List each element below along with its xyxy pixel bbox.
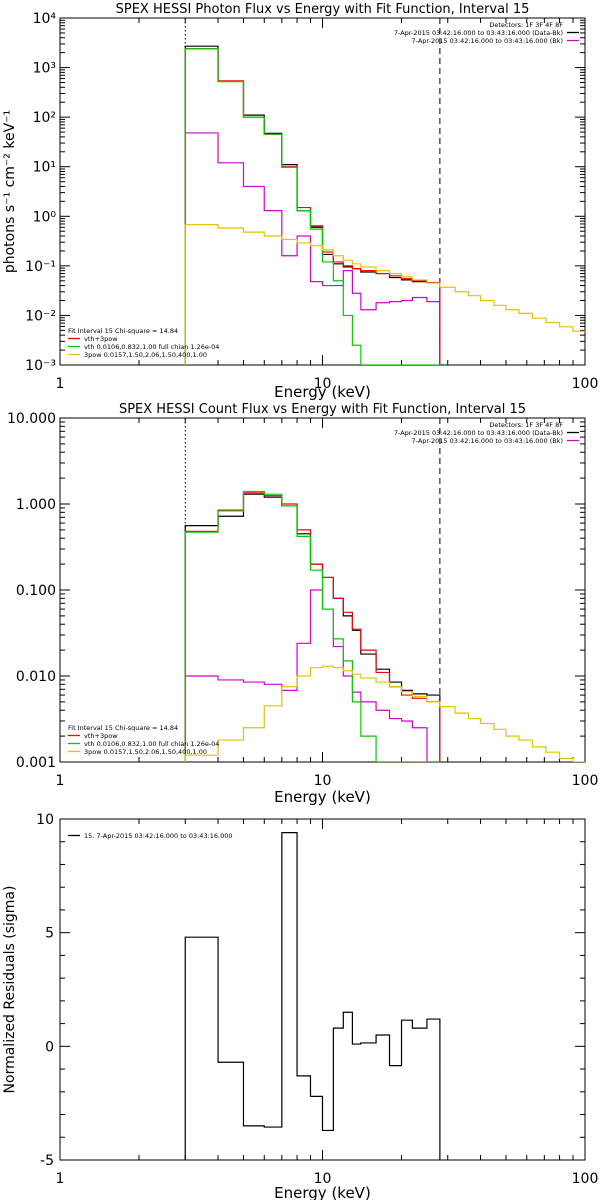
chart-title: SPEX HESSI Photon Flux vs Energy with Fi… [116,2,530,17]
y-tick-label: 10⁰ [33,209,57,225]
series-3pow [184,665,585,762]
y-axis-label: photons s⁻¹ cm⁻² keV⁻¹ [2,110,18,273]
legend-text: 3pow 0.0157,1.50,2.06,1.50,400,1.00 [84,351,207,359]
x-tick-label: 1 [56,376,65,392]
x-tick-label: 1 [56,773,65,789]
header-legend-text: Detectors: 1F 3F 4F 8F [489,421,563,429]
legend-text: 15. 7-Apr-2015 03:42:16.000 to 03:43:16.… [84,832,233,840]
x-tick-label: 10 [314,773,332,789]
series-bk [184,132,441,365]
series-vth-3pow [184,492,441,762]
x-tick-label: 100 [572,376,599,392]
y-axis-label: Normalized Residuals (sigma) [2,886,18,1094]
series-15-7-apr-2015-03-42-16-000-to-03-43-16-000 [184,832,441,1160]
chart-title: SPEX HESSI Count Flux vs Energy with Fit… [119,402,526,417]
y-tick-label: 10.000 [7,411,56,427]
x-tick-label: 10 [314,1171,332,1187]
y-tick-label: 5 [45,926,54,942]
y-tick-label: 0.010 [16,669,56,685]
y-tick-label: 10⁴ [33,11,57,27]
series-vth [184,48,441,365]
series-bk [184,589,441,762]
y-tick-label: 10 [36,812,54,828]
plot-frame [59,17,586,366]
x-axis-label: Energy (keV) [274,383,371,401]
x-axis-label: Energy (keV) [274,788,371,806]
header-legend-text: 7-Apr-2015 03:42:16.000 to 03:43:16.000 … [394,429,563,437]
legend-text: Fit Interval 15 Chi-square = 14.84 [68,327,178,335]
legend-text: vth+3pow [84,732,118,740]
y-tick-label: 10² [33,110,56,126]
series-data-bk [184,493,441,762]
y-tick-label: -5 [40,1153,54,1169]
series-group [184,45,585,365]
legend-text: vth 0.0106,0.832,1.00 full chian 1.26e-0… [84,343,219,351]
legend-text: Fit Interval 15 Chi-square = 14.84 [68,724,178,732]
x-tick-label: 10 [314,376,332,392]
y-tick-label: 10⁻¹ [25,259,56,275]
header-legend-text: 7-Apr-2015 03:42:16.000 to 03:43:16.000 … [412,437,563,445]
header-legend-text: Detectors: 1F 3F 4F 8F [489,21,563,29]
series-group [184,832,441,1160]
x-tick-label: 100 [572,1171,599,1187]
series-vth-3pow [184,48,441,365]
y-tick-label: 0.100 [16,583,56,599]
y-tick-label: 10⁻³ [25,358,56,374]
y-tick-label: 10¹ [33,160,56,176]
y-tick-label: 1.000 [16,497,56,513]
y-tick-label: 10⁻² [25,308,56,324]
legend-text: 3pow 0.0157,1.50,2.06,1.50,400,1.00 [84,748,207,756]
header-legend-text: 7-Apr-2015 03:42:16.000 to 03:43:16.000 … [394,29,563,37]
y-tick-label: 0.001 [16,755,56,771]
x-axis-label: Energy (keV) [274,1184,371,1200]
legend-text: vth 0.0106,0.832,1.00 full chian 1.26e-0… [84,740,219,748]
x-tick-label: 100 [572,773,599,789]
series-group [184,490,585,762]
legend-text: vth+3pow [84,335,118,343]
y-tick-label: 10³ [33,61,56,77]
series-vth [184,490,441,762]
header-legend-text: 7-Apr-2015 03:42:16.000 to 03:43:16.000 … [412,37,563,45]
x-tick-label: 1 [56,1171,65,1187]
series-data-bk [184,45,441,365]
y-tick-label: 0 [45,1039,54,1055]
series-3pow [184,223,585,365]
